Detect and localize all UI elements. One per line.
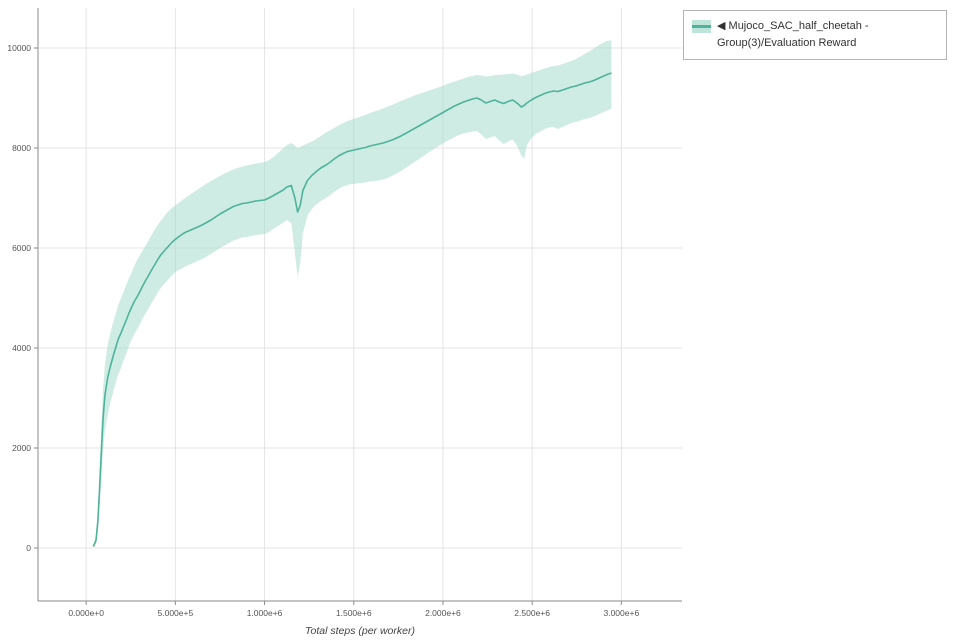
- y-tick-label: 6000: [12, 243, 31, 253]
- x-tick-label: 2.000e+6: [425, 608, 461, 618]
- y-tick-label: 8000: [12, 143, 31, 153]
- x-tick-label: 0.000e+0: [68, 608, 104, 618]
- confidence-band: [93, 40, 612, 548]
- legend[interactable]: ◀ Mujoco_SAC_half_cheetah - Group(3)/Eva…: [683, 10, 947, 60]
- y-tick-label: 10000: [7, 43, 31, 53]
- legend-marker-icon: ◀: [717, 20, 726, 32]
- y-tick-label: 4000: [12, 343, 31, 353]
- y-tick-label: 0: [26, 543, 31, 553]
- legend-text: Mujoco_SAC_half_cheetah - Group(3)/Evalu…: [717, 20, 869, 49]
- x-tick-label: 1.000e+6: [247, 608, 283, 618]
- y-tick-label: 2000: [12, 443, 31, 453]
- x-tick-label: 1.500e+6: [336, 608, 372, 618]
- axes: [34, 8, 682, 605]
- legend-line-icon: [692, 25, 711, 28]
- legend-label: ◀ Mujoco_SAC_half_cheetah - Group(3)/Eva…: [717, 18, 938, 52]
- x-axis-label: Total steps (per worker): [305, 625, 415, 637]
- mean-line: [92, 72, 612, 547]
- x-tick-label: 3.000e+6: [603, 608, 639, 618]
- x-tick-label: 2.500e+6: [514, 608, 550, 618]
- x-tick-label: 5.000e+5: [158, 608, 194, 618]
- legend-swatch-icon: [692, 20, 711, 33]
